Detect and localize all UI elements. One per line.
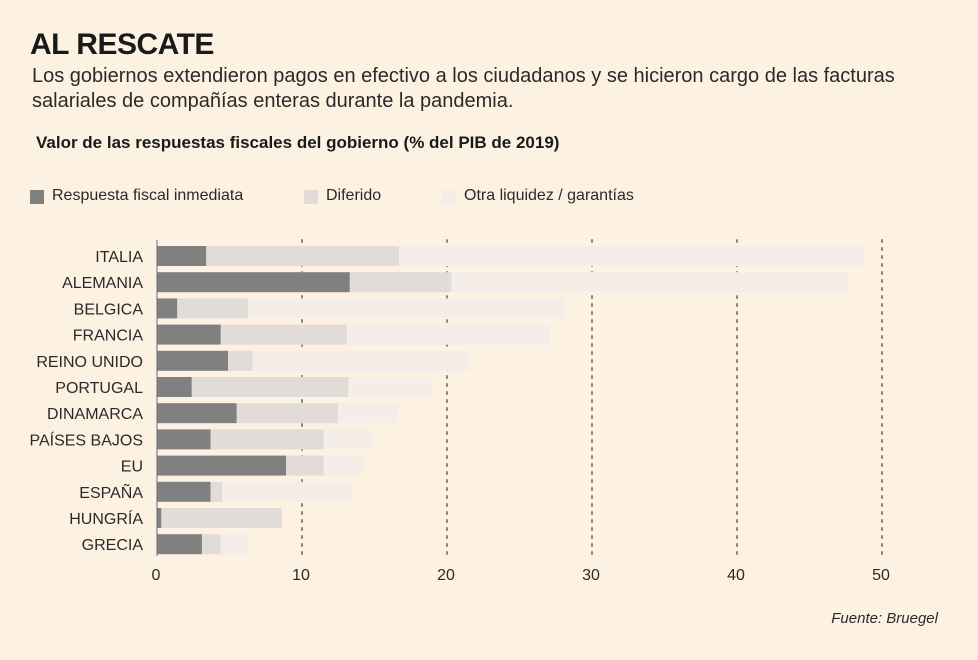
legend-swatch-inmediata [30, 190, 44, 204]
x-tick-label: 50 [872, 567, 890, 584]
bar-portugal-series-1 [191, 377, 349, 397]
category-label: ITALIA [95, 249, 143, 266]
bar-países-bajos-series-1 [210, 429, 324, 450]
bar-eu-series-2 [323, 455, 363, 476]
bar-alemania-series-0 [157, 272, 350, 293]
bar-francia-series-2 [346, 324, 550, 345]
bar-italia-series-1 [206, 246, 400, 266]
category-label: EU [121, 459, 143, 476]
bar-alemania-series-2 [451, 272, 849, 293]
category-label: FRANCIA [73, 328, 144, 345]
bar-hungría-series-0 [157, 508, 162, 528]
bar-reino-unido-series-0 [157, 350, 229, 371]
bar-españa-series-0 [157, 481, 211, 502]
bar-reino-unido-series-2 [252, 350, 469, 371]
bar-reino-unido-series-1 [228, 350, 253, 371]
category-label: DINAMARCA [47, 406, 143, 423]
x-tick-label: 20 [437, 567, 455, 584]
x-tick-label: 10 [292, 567, 310, 584]
bar-alemania-series-1 [349, 272, 452, 293]
legend-swatch-otra-liquidez [442, 190, 456, 204]
bar-grecia-series-0 [157, 534, 202, 555]
x-tick-label: 30 [582, 567, 600, 584]
bar-dinamarca-series-2 [338, 403, 398, 424]
category-label: PAÍSES BAJOS [29, 430, 143, 449]
bar-grecia-series-2 [220, 534, 249, 555]
bar-grecia-series-1 [201, 534, 221, 555]
bar-belgica-series-0 [157, 298, 178, 319]
bar-belgica-series-2 [248, 298, 565, 319]
x-tick-label: 40 [727, 567, 745, 584]
legend-label-otra-liquidez: Otra liquidez / garantías [464, 187, 634, 204]
legend-label-diferido: Diferido [326, 187, 382, 204]
bar-italia-series-2 [399, 246, 865, 266]
bar-españa-series-1 [210, 481, 223, 502]
category-label: ESPAÑA [79, 482, 143, 502]
category-label: HUNGRÍA [69, 509, 143, 528]
legend-swatch-diferido [304, 190, 318, 204]
bar-eu-series-0 [157, 455, 287, 476]
bar-portugal-series-2 [348, 377, 433, 397]
source-note: Fuente: Bruegel [831, 610, 938, 627]
x-tick-label: 0 [152, 567, 161, 584]
category-label: GRECIA [82, 537, 144, 554]
bar-belgica-series-1 [177, 298, 249, 319]
bar-dinamarca-series-1 [236, 403, 339, 424]
chart-subtitle: Los gobiernos extendieron pagos en efect… [32, 65, 895, 112]
category-label: PORTUGAL [55, 380, 143, 397]
bar-españa-series-2 [222, 481, 353, 502]
bar-francia-series-1 [220, 324, 347, 345]
bar-portugal-series-0 [157, 377, 192, 397]
bar-francia-series-0 [157, 324, 221, 345]
bar-eu-series-1 [286, 455, 324, 476]
bar-dinamarca-series-0 [157, 403, 237, 424]
legend-label-inmediata: Respuesta fiscal inmediata [52, 187, 244, 204]
category-label: REINO UNIDO [36, 354, 143, 371]
chart-title-main: AL RESCATE [30, 28, 214, 61]
bar-italia-series-0 [157, 246, 207, 266]
category-label: BELGICA [74, 301, 144, 318]
chart-value-title: Valor de las respuestas fiscales del gob… [36, 133, 560, 152]
bar-países-bajos-series-0 [157, 429, 211, 450]
bar-hungría-series-1 [161, 508, 282, 528]
bar-países-bajos-series-2 [323, 429, 372, 450]
category-label: ALEMANIA [62, 275, 143, 292]
